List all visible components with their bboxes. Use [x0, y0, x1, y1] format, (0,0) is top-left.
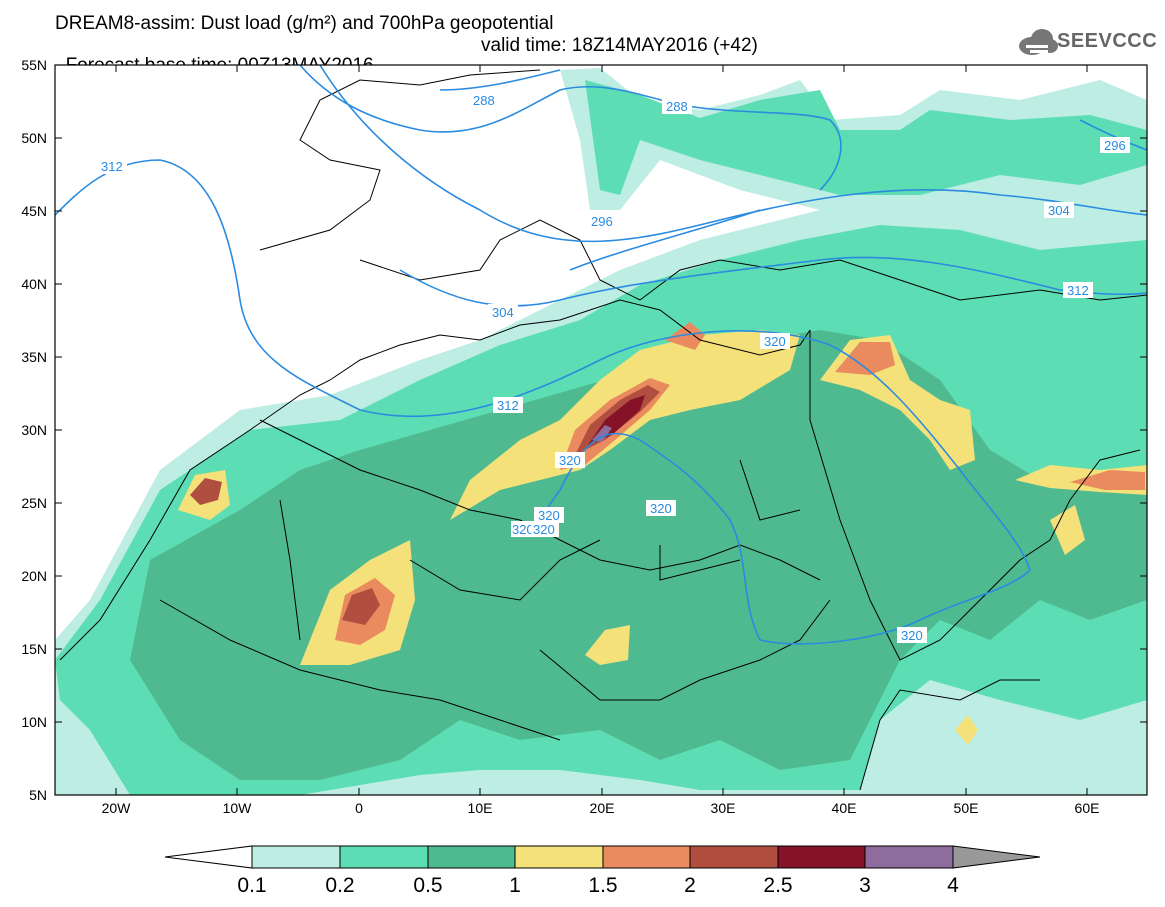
lon-label: 10W — [223, 800, 253, 816]
lat-label: 10N — [21, 714, 47, 730]
svg-text:288: 288 — [666, 99, 688, 114]
colorbar-label: 2 — [684, 874, 696, 897]
svg-text:312: 312 — [497, 398, 519, 413]
contour-label: 312 — [493, 397, 523, 413]
contour-label: 288 — [662, 98, 692, 114]
dust-field — [55, 65, 1147, 795]
colorbar-segment — [864, 845, 954, 869]
lat-label: 5N — [29, 787, 47, 803]
contour-label: 320 — [534, 507, 564, 523]
longitude-labels: 20W 10W 0 10E 20E 30E 40E 50E 60E — [102, 800, 1100, 816]
lat-label: 55N — [21, 57, 47, 73]
svg-text:296: 296 — [1104, 138, 1126, 153]
contour-label: 296 — [587, 213, 617, 229]
svg-text:320: 320 — [901, 628, 923, 643]
svg-text:320: 320 — [538, 508, 560, 523]
coastlines — [59, 69, 1147, 791]
colorbar-label: 1 — [509, 874, 521, 897]
lon-label: 10E — [468, 800, 493, 816]
lon-label: 0 — [355, 800, 363, 816]
svg-text:312: 312 — [101, 159, 123, 174]
lat-label: 45N — [21, 203, 47, 219]
colorbar-label: 1.5 — [588, 874, 617, 897]
lat-label: 25N — [21, 495, 47, 511]
colorbar-segment — [164, 845, 253, 869]
valid-time-text: valid time: 18Z14MAY2016 (+42) — [481, 35, 758, 56]
contour-label: 296 — [1100, 137, 1130, 153]
colorbar-segment — [514, 845, 604, 869]
lat-label: 15N — [21, 641, 47, 657]
cloud-icon — [1019, 29, 1058, 55]
dust-level-1.5-iraq — [835, 342, 895, 375]
axis-ticks — [55, 64, 1147, 795]
svg-text:304: 304 — [492, 305, 514, 320]
colorbar: 0.1 0.2 0.5 1 1.5 2 2.5 3 4 — [164, 845, 1041, 897]
lon-label: 20W — [102, 800, 132, 816]
svg-text:312: 312 — [1067, 283, 1089, 298]
contour-label: 320 — [511, 521, 534, 537]
svg-text:320: 320 — [559, 453, 581, 468]
lat-label: 35N — [21, 349, 47, 365]
seevccc-logo — [1019, 29, 1058, 55]
svg-text:320: 320 — [533, 522, 555, 537]
lat-label: 40N — [21, 276, 47, 292]
lat-label: 20N — [21, 568, 47, 584]
dust-level-1-somalia — [955, 715, 978, 745]
colorbar-segment — [952, 845, 1041, 869]
dust-level-1-chad — [585, 625, 630, 665]
lon-label: 20E — [590, 800, 615, 816]
colorbar-segment — [777, 845, 866, 869]
colorbar-label: 2.5 — [763, 874, 792, 897]
lon-label: 30E — [711, 800, 736, 816]
svg-text:288: 288 — [473, 93, 495, 108]
contour-label: 320 — [531, 521, 559, 537]
colorbar-label: 0.2 — [325, 874, 354, 897]
colorbar-label: 3 — [859, 874, 871, 897]
contour-label: 304 — [488, 304, 518, 320]
map-title: DREAM8-assim: Dust load (g/m²) and 700hP… — [55, 13, 554, 34]
dust-level-0.5 — [130, 330, 1147, 780]
colorbar-segment — [339, 845, 429, 869]
colorbar-segment — [427, 845, 516, 869]
lat-label: 30N — [21, 422, 47, 438]
lon-label: 50E — [954, 800, 979, 816]
svg-text:320: 320 — [764, 334, 786, 349]
dust-level-1-oman — [1050, 505, 1085, 555]
colorbar-segment — [689, 845, 779, 869]
contour-label: 320 — [555, 452, 585, 468]
lon-label: 40E — [832, 800, 857, 816]
dust-level-2-west — [190, 478, 222, 505]
dust-level-1.5-crete — [665, 322, 705, 350]
svg-text:320: 320 — [512, 522, 534, 537]
svg-text:304: 304 — [1048, 203, 1070, 218]
svg-text:320: 320 — [650, 501, 672, 516]
colorbar-segment — [251, 845, 341, 869]
contour-label: 320 — [897, 627, 927, 643]
latitude-labels: 55N 50N 45N 40N 35N 30N 25N 20N 15N 10N … — [21, 57, 47, 803]
svg-text:296: 296 — [591, 214, 613, 229]
lat-label: 50N — [21, 130, 47, 146]
dust-level-2 — [342, 588, 380, 625]
dust-level-0.2-north — [585, 80, 1147, 195]
contour-label: 288 — [469, 92, 499, 108]
contour-labels: 288 288 296 296 304 304 312 312 312 320 … — [97, 92, 1130, 643]
colorbar-segment — [602, 845, 691, 869]
lon-label: 60E — [1075, 800, 1100, 816]
contour-label: 320 — [646, 500, 676, 516]
colorbar-label: 4 — [947, 874, 959, 897]
colorbar-label: 0.1 — [237, 874, 266, 897]
dust-level-1.5-gulf — [1070, 470, 1145, 490]
contour-label: 304 — [1044, 202, 1074, 218]
contour-label: 312 — [97, 158, 127, 174]
contour-label: 312 — [1063, 282, 1093, 298]
dust-level-3 — [592, 425, 612, 442]
contour-label: 320 — [760, 333, 790, 349]
logo-text: SEEVCCC — [1057, 30, 1158, 52]
colorbar-label: 0.5 — [413, 874, 442, 897]
geopotential-contours — [55, 65, 1147, 645]
